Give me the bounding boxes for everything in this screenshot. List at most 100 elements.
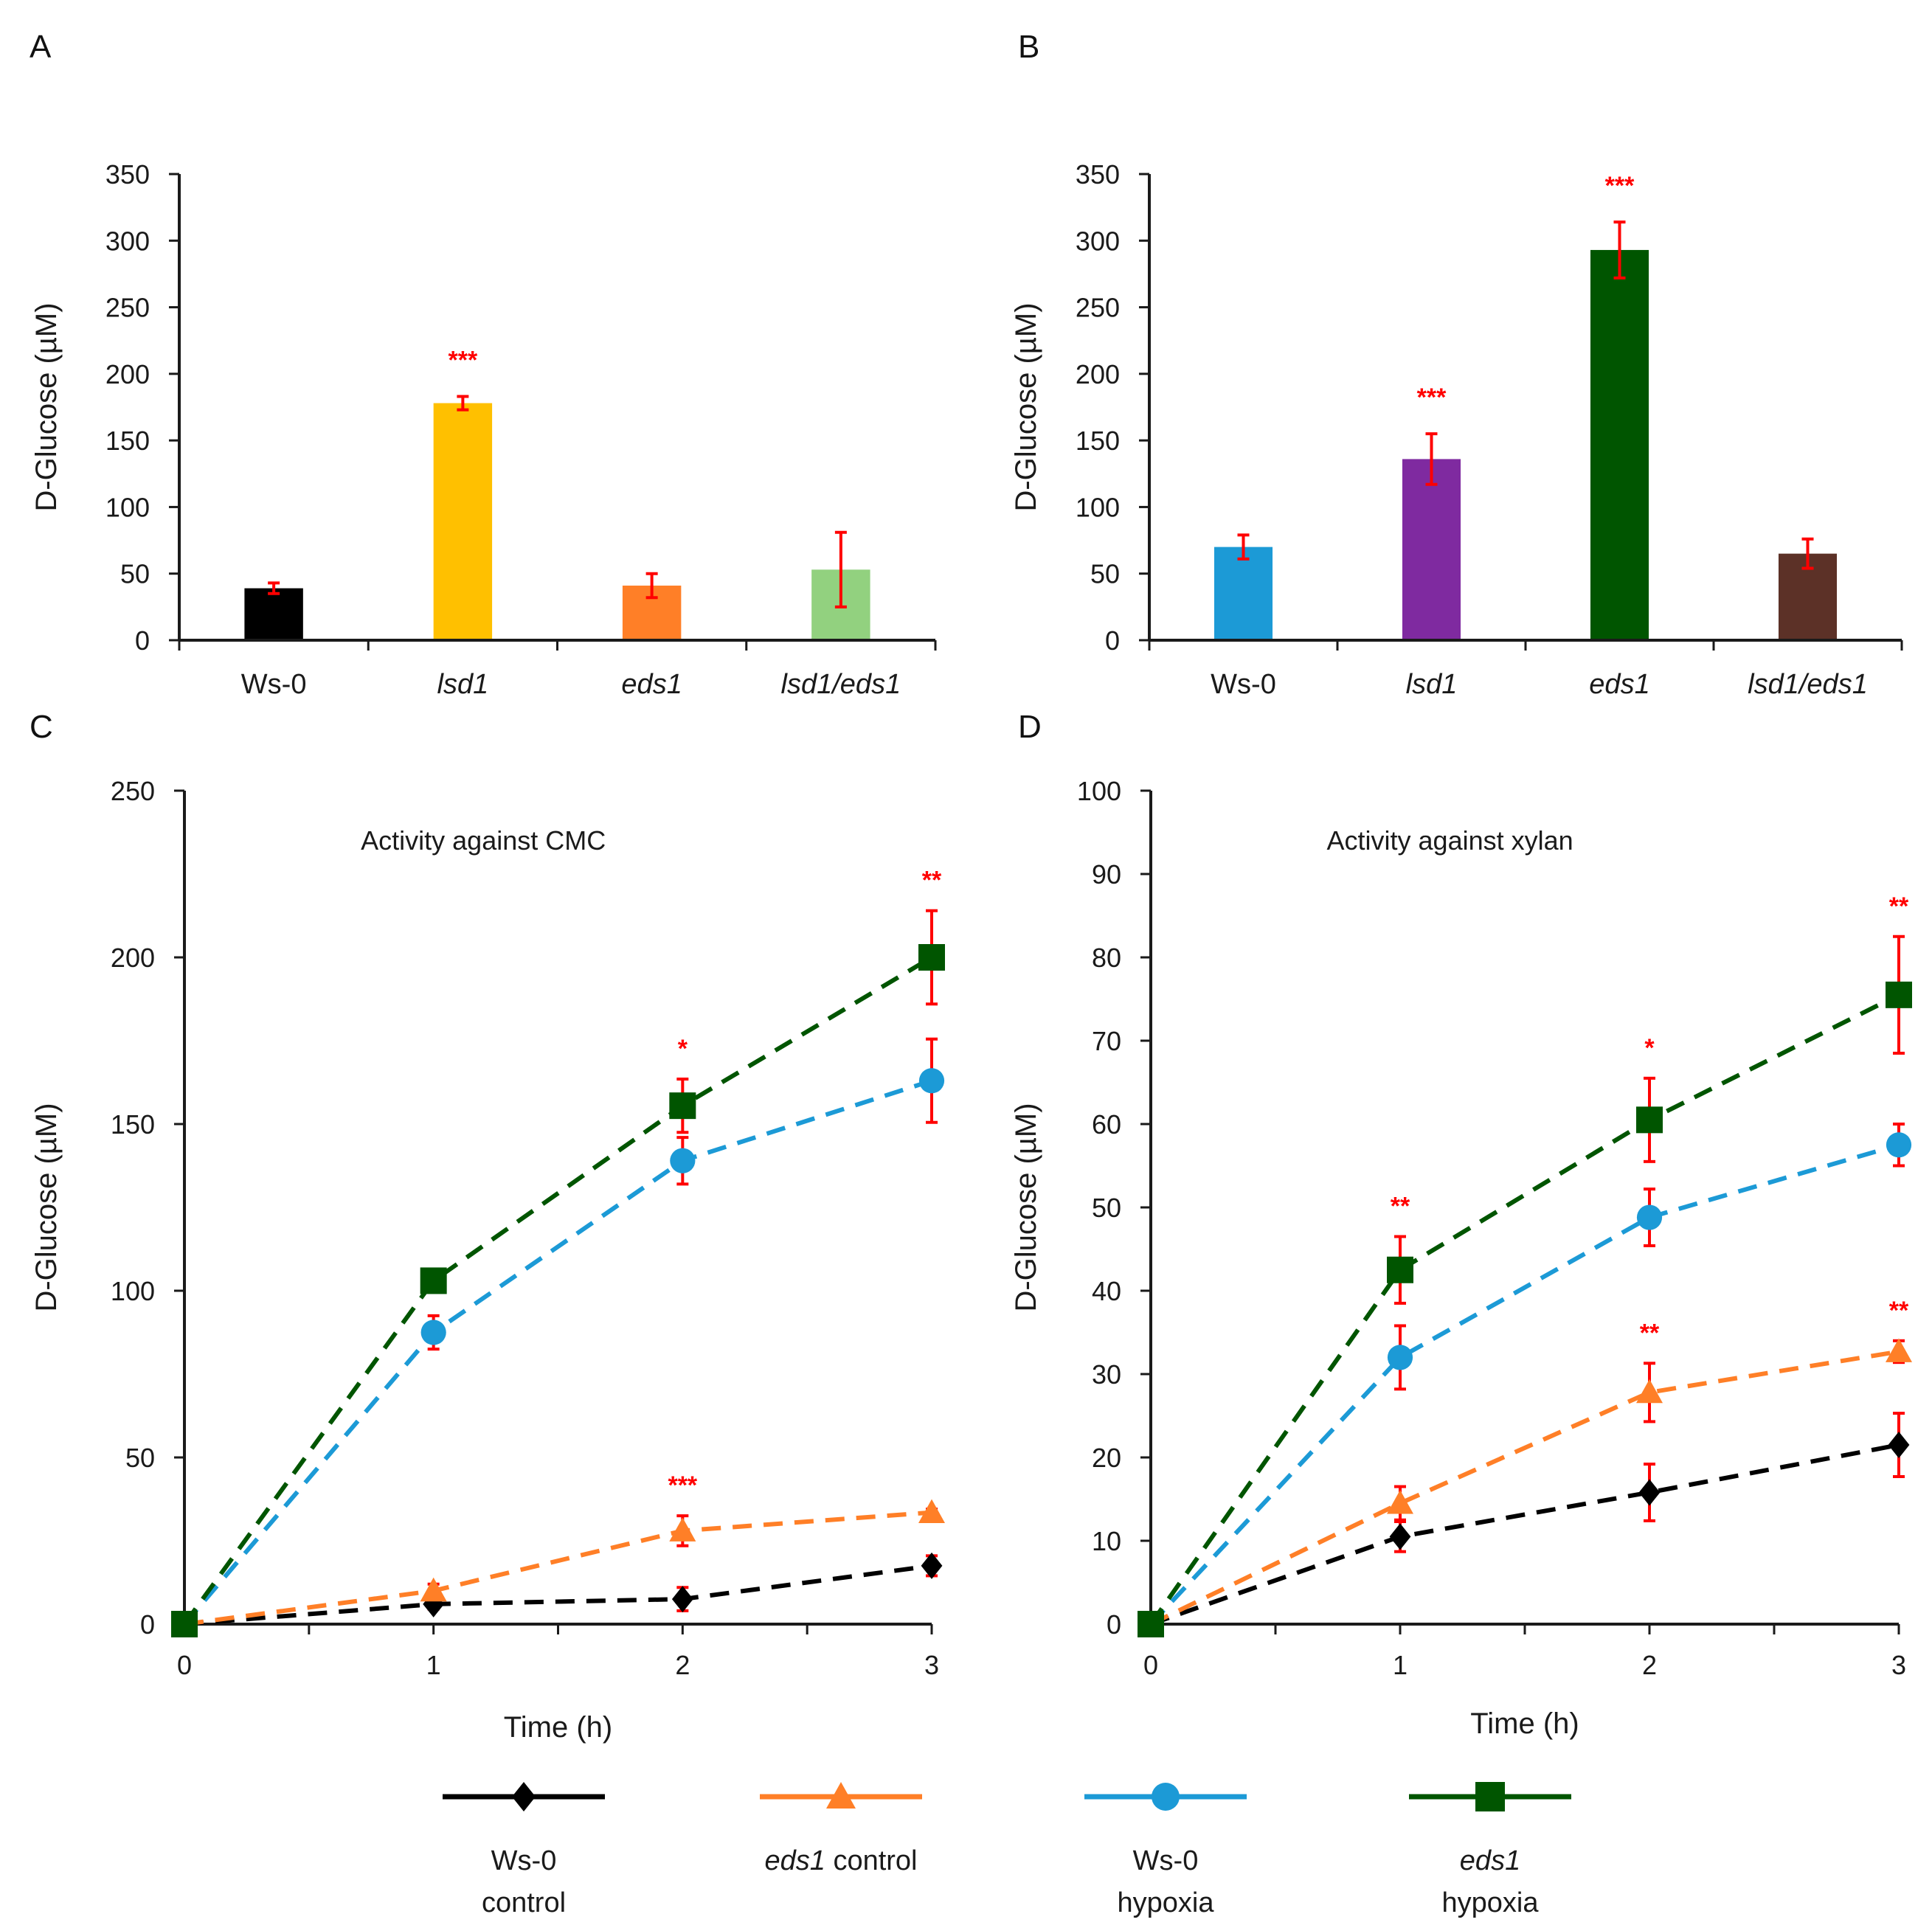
- panel-d-letter: D: [1018, 709, 1042, 745]
- panel-c-y-axis-label: D-Glucose (µM): [30, 1103, 63, 1311]
- panel-d-series-ws-0-hypoxia-point: [1636, 1204, 1663, 1230]
- legend-marker-triangle: [826, 1782, 856, 1809]
- panel-c-letter: C: [30, 709, 53, 745]
- legend-label-line1: Ws-0: [1133, 1845, 1199, 1876]
- panel-d-series-ws-0-control-point: [1389, 1523, 1411, 1550]
- panel-c-y-tick-label: 250: [111, 776, 155, 806]
- panel-c-subtitle: Activity against CMC: [361, 825, 606, 856]
- panel-d-series-eds1-hypoxia-point: [1387, 1256, 1413, 1283]
- panel-a-y-tick-label: 200: [105, 359, 150, 389]
- legend-label-line2: hypoxia: [1442, 1887, 1540, 1918]
- panel-d-y-tick-label: 10: [1092, 1526, 1121, 1556]
- panel-a-category-label: lsd1/eds1: [781, 669, 901, 700]
- legend-label-italic: eds1: [764, 1845, 825, 1876]
- panel-b-y-tick-label: 0: [1105, 625, 1120, 656]
- panel-d-y-tick-label: 100: [1077, 776, 1121, 806]
- legend-label-italic: eds1: [1460, 1845, 1520, 1876]
- panel-d-series-eds1-hypoxia-significance: **: [1889, 892, 1909, 920]
- panel-d-x-tick-label: 0: [1143, 1650, 1158, 1680]
- panel-c-series-ws-0-hypoxia-line: [182, 1078, 932, 1626]
- panel-c-series-eds1-hypoxia-point: [918, 944, 945, 971]
- panel-c-series-eds1-control-point: [420, 1577, 447, 1602]
- panel-a: A 0 50 100 150 200 250 300 350 D-Glucose (µM) Ws-0…: [30, 29, 937, 700]
- panel-d-series-eds1-control-point: [1636, 1379, 1663, 1404]
- panel-c-series-eds1-hypoxia-significance: **: [922, 867, 942, 895]
- panel-b-category-label: lsd1: [1406, 669, 1458, 700]
- panel-c-series-ws-0-hypoxia: [171, 1037, 945, 1637]
- panel-c-y-tick-label: 0: [140, 1609, 155, 1640]
- panel-d-series-ws-0-control-point: [1638, 1479, 1661, 1506]
- panel-b-bar-1: [1213, 547, 1273, 640]
- panel-b-y-tick-label: 350: [1076, 159, 1120, 190]
- panel-d-series-eds1-hypoxia-point: [1138, 1611, 1164, 1637]
- panel-d-series-ws-0-hypoxia: [1138, 1123, 1912, 1637]
- legend-label-line2: hypoxia: [1118, 1887, 1215, 1918]
- panel-b-category-label: lsd1/eds1: [1748, 669, 1868, 700]
- panel-d-series-ws-0-hypoxia-point: [1886, 1132, 1912, 1158]
- panel-b-y-tick-label: 200: [1076, 359, 1120, 389]
- panel-c-y-tick-label: 50: [125, 1443, 155, 1473]
- panel-b-y-tick-label: 50: [1090, 559, 1120, 589]
- panel-c-series-ws-0-hypoxia-point: [670, 1148, 696, 1173]
- panel-d: D 0 10 20 30 40 50 60 70 80 90 100 D-Glucose (µM) 0 1 2…: [1010, 709, 1912, 1740]
- panel-d-series-eds1-hypoxia-line: [1149, 993, 1900, 1626]
- panel-a-letter: A: [30, 29, 52, 65]
- panel-c-series-ws-0-control-line: [184, 1563, 932, 1626]
- panel-b-y-axis-label: D-Glucose (µM): [1010, 302, 1042, 511]
- panel-c-x-tick-label: 3: [924, 1650, 939, 1680]
- panel-d-series-eds1-control-line: [1149, 1349, 1900, 1626]
- panel-c-series-ws-0-control-point: [921, 1552, 943, 1579]
- panel-a-y-tick-label: 250: [105, 293, 150, 323]
- panel-a-y-tick-label: 100: [105, 492, 150, 522]
- panel-c-series-ws-0-control-point: [671, 1586, 693, 1613]
- panel-c-series-eds1-control-point: [918, 1499, 945, 1523]
- panel-c-y-tick-label: 100: [111, 1276, 155, 1306]
- panel-b-significance-3: ***: [1605, 172, 1635, 200]
- panel-d-series-ws-0-hypoxia-point: [1387, 1345, 1413, 1370]
- legend-item: eds1 hypoxia: [1409, 1782, 1571, 1918]
- panel-d-y-tick-label: 20: [1092, 1443, 1121, 1473]
- panel-c-series-eds1-hypoxia-point: [669, 1092, 696, 1120]
- panel-b-bar-2: [1402, 459, 1461, 640]
- panel-d-series-ws-0-control-point: [1888, 1432, 1910, 1459]
- legend-label-line2: control: [482, 1887, 566, 1918]
- panel-b-category-label: eds1: [1589, 669, 1649, 700]
- panel-a-y-tick-label: 150: [105, 426, 150, 456]
- panel-d-series-eds1-control-point: [1886, 1338, 1912, 1362]
- panel-d-y-tick-label: 0: [1107, 1609, 1121, 1640]
- panel-b-y-tick-label: 100: [1076, 492, 1120, 522]
- panel-c-series-ws-0-hypoxia-point: [420, 1320, 446, 1345]
- panel-c-y-tick-label: 200: [111, 943, 155, 973]
- panel-d-series-ws-0-hypoxia-line: [1149, 1142, 1900, 1626]
- panel-d-series-eds1-control-point: [1387, 1490, 1413, 1514]
- panel-d-y-tick-label: 80: [1092, 943, 1121, 973]
- panel-b-bar-3: [1590, 249, 1649, 640]
- legend-item: Ws-0 control: [443, 1782, 605, 1918]
- panel-d-y-tick-label: 90: [1092, 859, 1121, 890]
- panel-b-y-tick-label: 300: [1076, 226, 1120, 256]
- panel-c-y-tick-label: 150: [111, 1109, 155, 1140]
- panel-d-series-eds1-hypoxia-significance: *: [1644, 1034, 1655, 1062]
- panel-c-x-tick-label: 0: [177, 1650, 192, 1680]
- panel-d-x-tick-label: 1: [1393, 1650, 1408, 1680]
- panel-a-category-label: Ws-0: [241, 669, 307, 700]
- panel-d-y-tick-label: 50: [1092, 1193, 1121, 1223]
- panel-c-series-eds1-hypoxia-line: [182, 955, 933, 1626]
- panel-c-x-tick-label: 1: [426, 1650, 441, 1680]
- panel-d-y-tick-label: 30: [1092, 1359, 1121, 1390]
- panel-a-category-label: eds1: [621, 669, 682, 700]
- panel-d-y-axis-label: D-Glucose (µM): [1010, 1103, 1042, 1311]
- legend-marker-square: [1475, 1782, 1505, 1811]
- panel-d-y-tick-label: 60: [1092, 1109, 1121, 1140]
- panel-a-y-axis-label: D-Glucose (µM): [30, 302, 63, 511]
- panel-c-series-ws-0-hypoxia-point: [918, 1068, 945, 1094]
- panel-d-series-ws-0-control-line: [1150, 1443, 1900, 1626]
- panel-c: C 0 50 100 150 200 250 D-Glucose (µM) 0 1 2 3 Time (…: [30, 709, 945, 1744]
- panel-c-x-tick-label: 2: [675, 1650, 690, 1680]
- panel-d-subtitle: Activity against xylan: [1327, 825, 1573, 856]
- panel-d-x-axis-label: Time (h): [1470, 1707, 1579, 1740]
- panel-c-series-eds1-hypoxia-point: [171, 1611, 198, 1637]
- legend-label-line1: eds1 control: [764, 1845, 917, 1876]
- panel-c-series-eds1-hypoxia-point: [420, 1267, 447, 1294]
